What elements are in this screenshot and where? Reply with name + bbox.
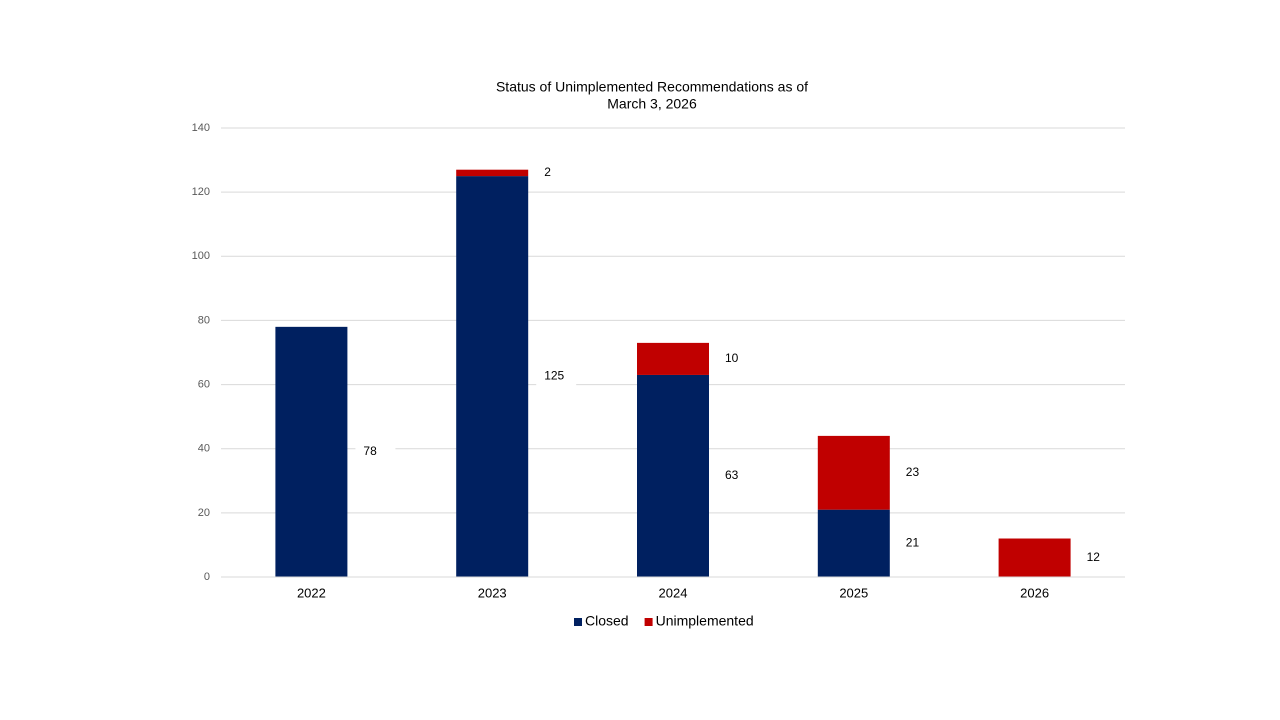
bar-segment	[637, 374, 709, 577]
data-label-bg	[717, 466, 757, 485]
y-tick-label: 20	[198, 507, 210, 519]
data-label-bg	[536, 163, 577, 182]
x-tick-label: 2023	[478, 585, 507, 600]
y-tick-label: 0	[204, 571, 210, 583]
data-label: 125	[544, 369, 564, 383]
y-tick-label: 80	[198, 314, 210, 326]
data-label: 78	[363, 444, 377, 458]
data-label: 23	[906, 465, 920, 479]
x-tick-label: 2022	[297, 585, 326, 600]
x-tick-label: 2026	[1020, 585, 1049, 600]
x-tick-label: 2025	[839, 585, 868, 600]
y-tick-label: 60	[198, 378, 210, 390]
data-label-bg	[717, 349, 757, 368]
bar-segment	[456, 169, 529, 177]
data-label: 10	[725, 351, 739, 365]
bar-segment	[275, 326, 348, 577]
data-label: 2	[544, 165, 551, 179]
data-label: 12	[1087, 550, 1101, 564]
data-label-bg	[897, 463, 938, 482]
data-label-bg	[536, 367, 577, 386]
data-label-bg	[355, 442, 396, 461]
chart-title: Status of Unimplemented Recommendations …	[496, 79, 808, 95]
bar-segment	[998, 538, 1071, 577]
data-label-bg	[897, 534, 938, 553]
bar-segment	[817, 509, 890, 577]
data-label-bg	[1078, 548, 1119, 567]
bar-segment	[637, 342, 709, 375]
x-tick-label: 2024	[659, 585, 688, 600]
data-label: 63	[725, 468, 739, 482]
legend-label: Unimplemented	[656, 613, 754, 629]
chart-title: March 3, 2026	[607, 96, 697, 112]
bar-segment	[817, 435, 890, 510]
y-tick-label: 140	[192, 122, 210, 134]
bar-segment	[456, 176, 529, 577]
data-label: 21	[906, 535, 920, 549]
y-tick-label: 40	[198, 443, 210, 455]
legend-label: Closed	[585, 613, 629, 629]
y-tick-label: 100	[192, 250, 210, 262]
legend-swatch	[644, 618, 653, 626]
y-tick-label: 120	[192, 186, 210, 198]
legend-swatch	[574, 618, 582, 626]
